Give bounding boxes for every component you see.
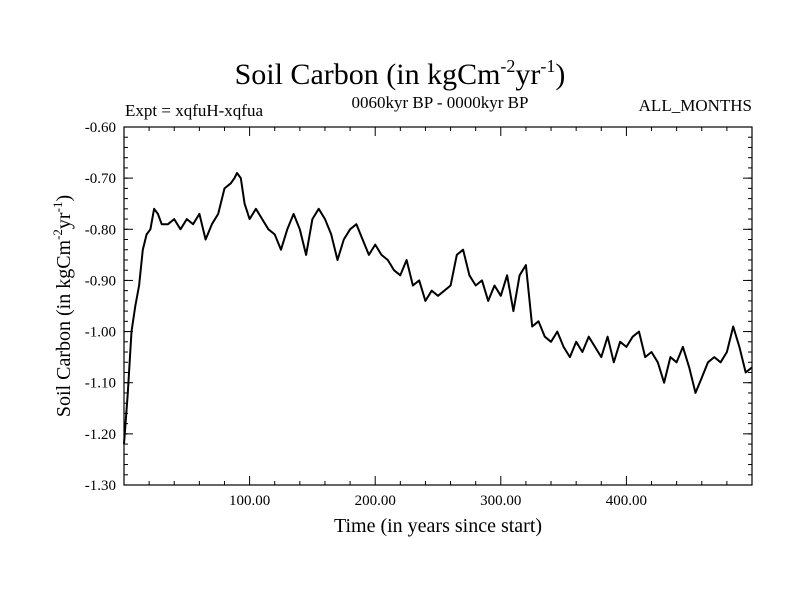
title-exponent-2: -1	[540, 56, 556, 76]
y-tick-label: -0.90	[85, 273, 116, 289]
y-tick-label: -1.30	[85, 478, 116, 494]
axis-ticks	[124, 126, 752, 486]
experiment-label: Expt = xqfuH-xqfua	[125, 101, 264, 120]
x-tick-label: 300.00	[480, 493, 521, 509]
x-tick-label: 200.00	[355, 493, 396, 509]
months-label: ALL_MONTHS	[638, 96, 752, 115]
y-tick-label: -0.80	[85, 222, 116, 238]
y-axis-label: Soil Carbon (in kgCm-2yr-1)	[50, 195, 75, 417]
x-tick-label: 100.00	[229, 493, 270, 509]
y-tick-label: -0.70	[85, 171, 116, 187]
y-tick-label: -1.10	[85, 376, 116, 392]
y-tick-label: -1.00	[85, 325, 116, 341]
tick-labels: -0.60 -0.70 -0.80 -0.90 -1.00 -1.10 -1.20 -1.30…	[85, 120, 647, 509]
x-tick-label: 400.00	[606, 493, 647, 509]
chart-title: Soil Carbon (in kgCm-2yr-1)	[234, 56, 566, 91]
y-tick-label: -1.20	[85, 427, 116, 443]
y-tick-label: -0.60	[85, 120, 116, 136]
x-axis-label: Time (in years since start)	[334, 515, 542, 537]
period-label: 0060kyr BP - 0000kyr BP	[351, 93, 529, 112]
series-line	[123, 172, 753, 445]
plot-frame	[123, 126, 753, 486]
title-exponent-1: -2	[500, 56, 516, 76]
